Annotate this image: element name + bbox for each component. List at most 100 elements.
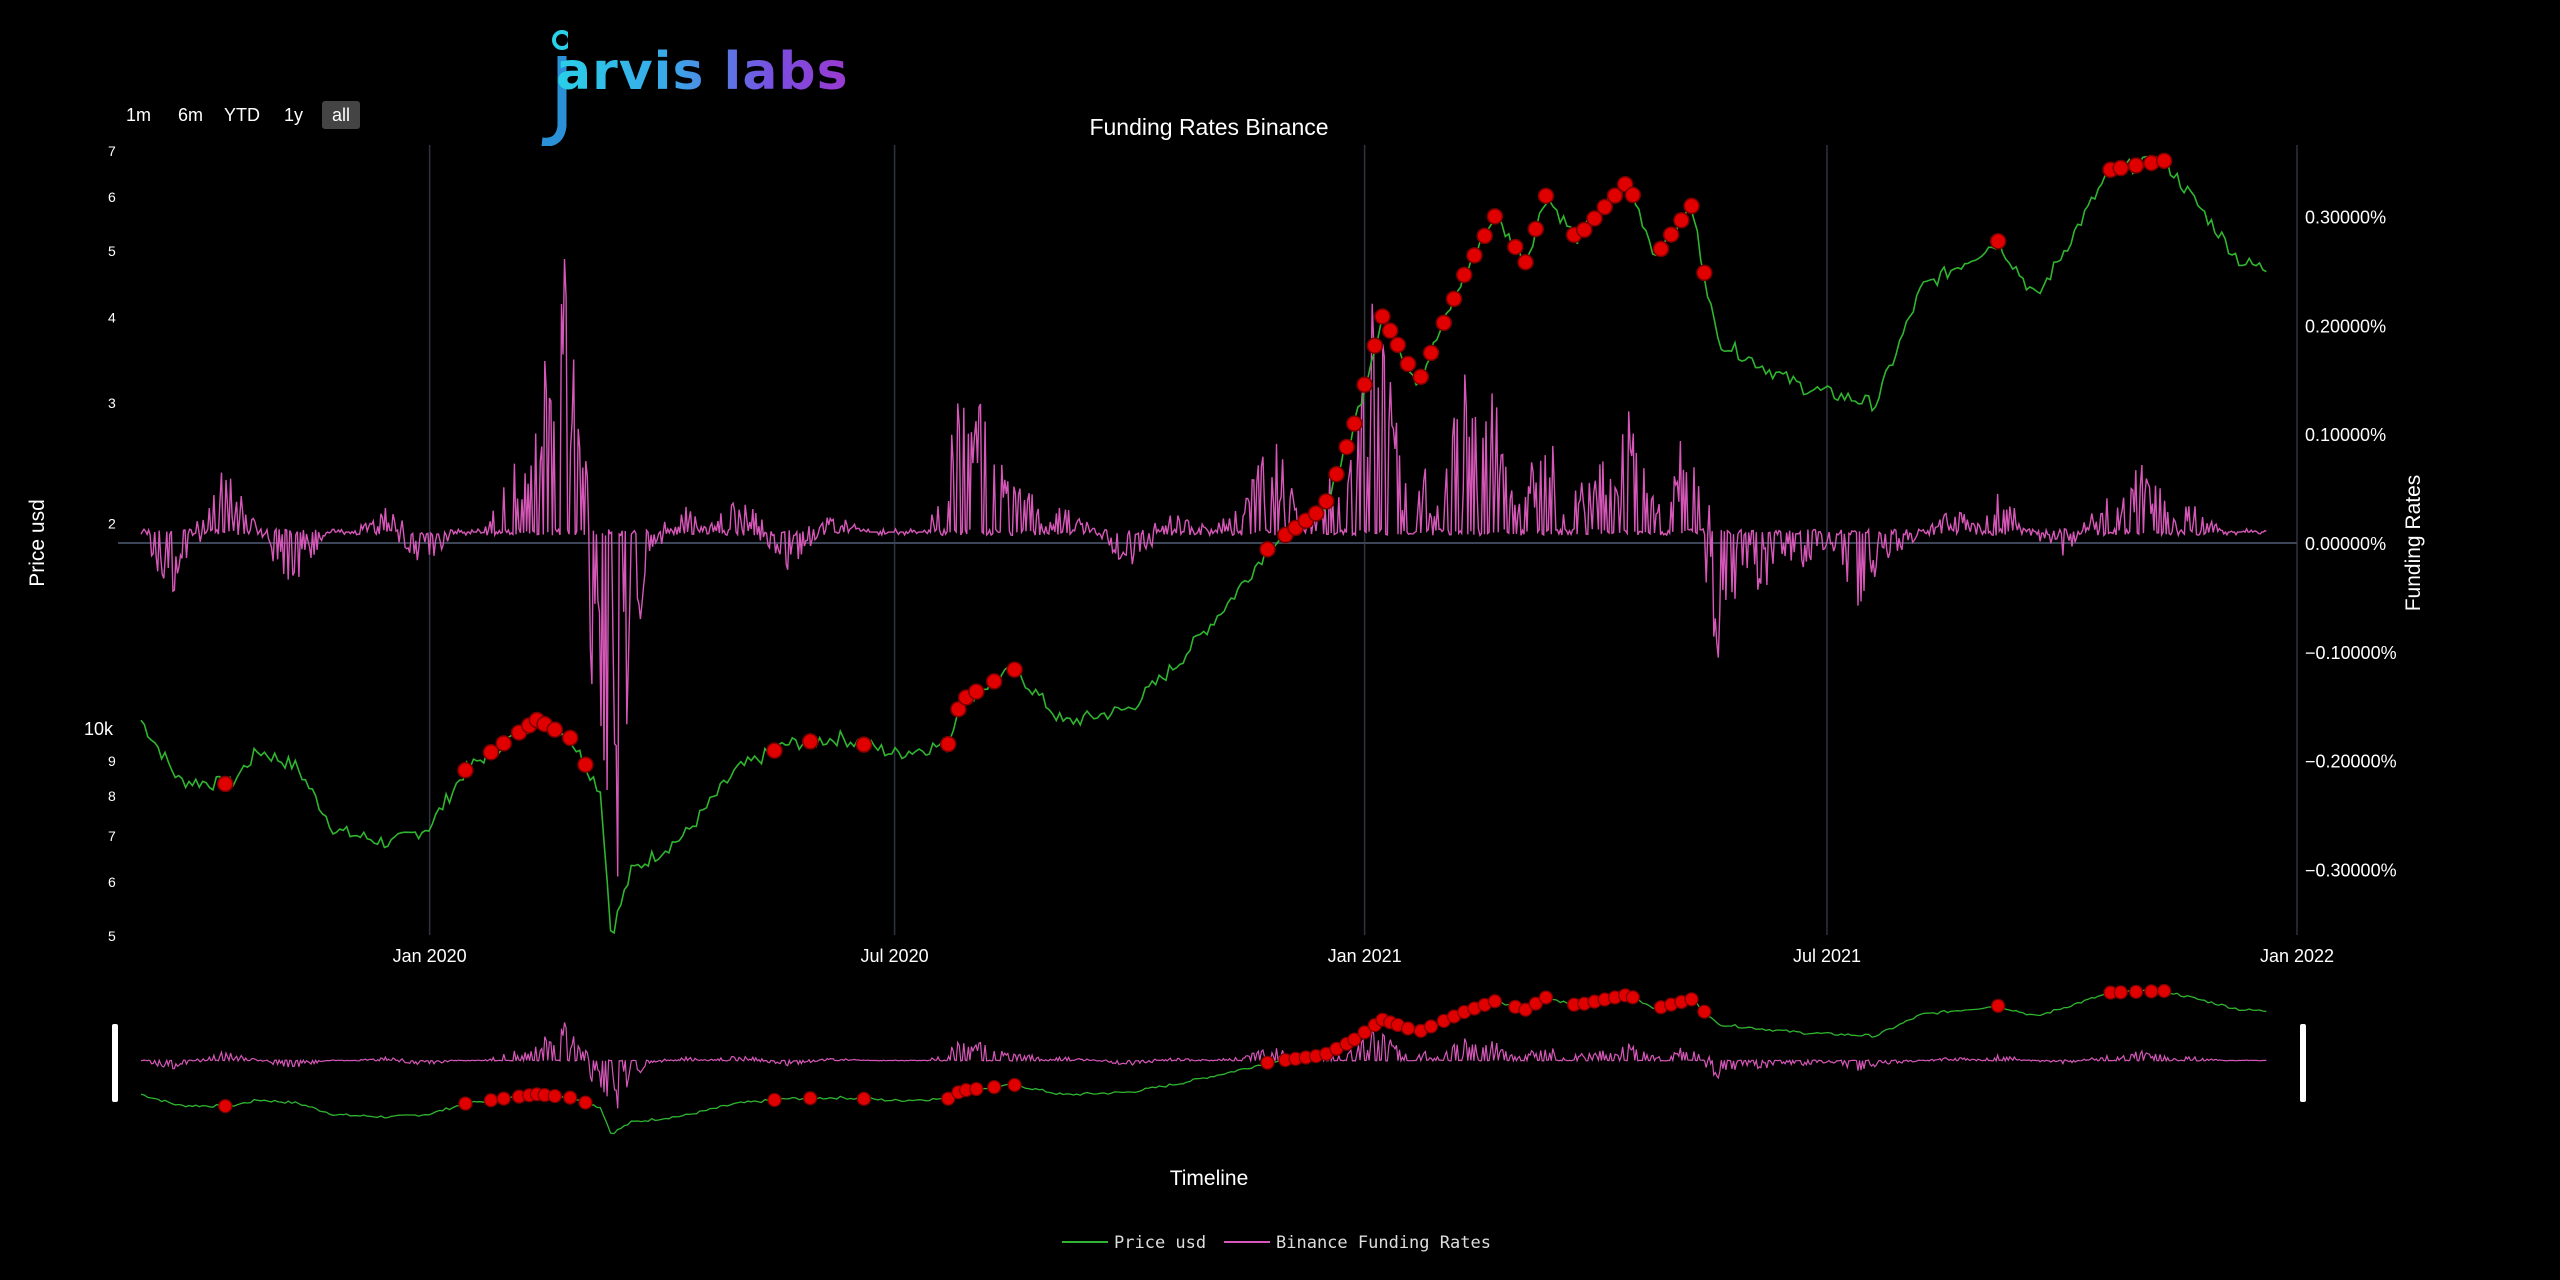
nav-marker [1347, 1032, 1362, 1047]
marker-point [1586, 210, 1603, 227]
range-navigator[interactable] [112, 983, 2306, 1135]
nav-marker [2113, 985, 2128, 1000]
left-tick-label: 9 [108, 753, 116, 769]
nav-marker [1528, 996, 1543, 1011]
marker-point [1696, 264, 1713, 282]
marker-point [1318, 493, 1335, 510]
left-tick-label: 5 [108, 928, 116, 944]
marker-point [1576, 221, 1593, 239]
legend: Price usd Binance Funding Rates [1062, 1233, 1491, 1253]
marker-point [1435, 314, 1453, 332]
navigator-funding-line [140, 1022, 2267, 1109]
nav-marker [1007, 1077, 1022, 1093]
marker-point [2127, 157, 2145, 174]
marker-point [1346, 415, 1363, 432]
left-tick-label: 2 [108, 516, 116, 532]
nav-marker [856, 1091, 872, 1106]
marker-point [457, 761, 474, 779]
marker-point [968, 683, 985, 700]
nav-marker [1423, 1019, 1439, 1034]
right-tick-label: −0.30000% [2305, 860, 2397, 880]
marker-point [1673, 212, 1690, 229]
marker-point [1259, 541, 1276, 558]
range-button-ytd[interactable]: YTD [214, 101, 270, 129]
right-tick-label: 0.10000% [2305, 425, 2386, 445]
nav-marker [1260, 1055, 1275, 1070]
nav-marker [578, 1095, 593, 1110]
legend-price-label[interactable]: Price usd [1114, 1233, 1206, 1253]
left-tick-label: 6 [108, 189, 116, 205]
nav-funding-path [140, 1022, 2267, 1109]
navigator-left-handle[interactable] [112, 1024, 118, 1102]
marker-point [1486, 208, 1504, 225]
range-button-6m[interactable]: 6m [168, 101, 213, 129]
marker-point [802, 733, 819, 750]
x-tick-label: Jan 2021 [1328, 946, 1402, 966]
marker-point [1412, 368, 1430, 386]
left-tick-label: 3 [108, 395, 116, 411]
nav-marker [496, 1091, 511, 1106]
x-tick-label: Jul 2020 [861, 946, 929, 966]
marker-point [1683, 197, 1700, 215]
marker-point [561, 729, 579, 747]
nav-marker [941, 1091, 956, 1106]
left-axis-label: Price usd [26, 499, 49, 587]
nav-marker [458, 1096, 473, 1111]
chart-title: Funding Rates Binance [1089, 114, 1328, 140]
marker-point [1338, 438, 1355, 456]
marker-point [1455, 266, 1473, 284]
marker-point [1399, 355, 1417, 373]
x-tick-label: Jan 2022 [2260, 946, 2334, 966]
marker-point [1366, 337, 1384, 354]
marker-point [1307, 505, 1325, 522]
marker-point [1662, 226, 1680, 243]
left-tick-label: 7 [108, 143, 116, 159]
marker-point [1606, 187, 1624, 204]
nav-marker [2157, 983, 2172, 999]
marker-points [217, 152, 2173, 793]
marker-point [939, 735, 957, 753]
nav-marker [1684, 992, 1699, 1007]
nav-marker [218, 1098, 233, 1114]
marker-point [1389, 336, 1407, 354]
right-tick-label: 0.20000% [2305, 316, 2386, 336]
nav-marker [767, 1092, 782, 1108]
marker-point [495, 735, 512, 752]
vertical-grid [428, 145, 2298, 935]
marker-point [1537, 187, 1555, 205]
nav-marker [1357, 1025, 1372, 1040]
marker-point [1507, 238, 1524, 256]
marker-point [1596, 198, 1613, 216]
marker-point [2155, 152, 2173, 170]
nav-marker [483, 1093, 499, 1108]
marker-point [1652, 240, 1670, 258]
nav-marker [1697, 1004, 1712, 1019]
range-button-1y[interactable]: 1y [274, 101, 313, 129]
range-button-all[interactable]: all [322, 101, 361, 129]
marker-point [950, 700, 967, 718]
range-button-1m[interactable]: 1m [116, 101, 161, 129]
right-tick-label: −0.10000% [2305, 643, 2397, 663]
marker-point [1445, 290, 1463, 308]
left-tick-label: 5 [108, 243, 116, 259]
marker-point [2112, 159, 2129, 177]
nav-marker [969, 1081, 984, 1097]
marker-point [985, 673, 1003, 690]
funding-series [140, 258, 2267, 877]
legend-funding-label[interactable]: Binance Funding Rates [1276, 1233, 1491, 1253]
left-axis-ticks: 5 6 7 8 9 10k 2 3 4 5 6 7 [84, 143, 116, 944]
marker-point [482, 744, 500, 761]
navigator-right-handle[interactable] [2300, 1024, 2306, 1102]
marker-point [1328, 465, 1345, 483]
marker-point [217, 775, 234, 793]
logo-wordmark: arvis labs [556, 42, 849, 102]
price-series [140, 155, 2267, 935]
right-axis-ticks: 0.30000% 0.20000% 0.10000% 0.00000% −0.10000… [2305, 208, 2397, 881]
navigator-markers [218, 983, 2172, 1114]
nav-marker [1518, 1002, 1533, 1017]
marker-point [1006, 661, 1023, 678]
marker-point [1381, 322, 1399, 339]
x-tick-label: Jul 2021 [1793, 946, 1861, 966]
marker-point [855, 736, 873, 753]
nav-marker [2144, 984, 2159, 999]
